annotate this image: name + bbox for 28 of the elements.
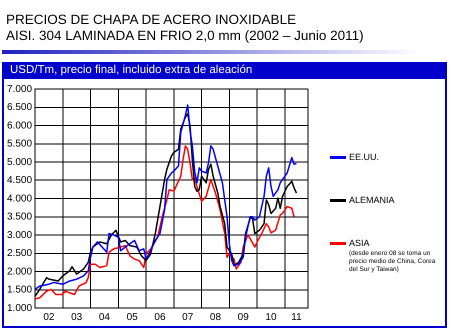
x-tick-label: 11: [291, 312, 302, 323]
legend-label: ALEMANIA: [349, 195, 395, 205]
x-tick-label: 07: [182, 312, 194, 323]
y-tick-label: 6.000: [6, 120, 32, 132]
y-tick-label: 5.500: [6, 138, 32, 150]
y-tick-label: 1.500: [6, 284, 32, 296]
y-tick-label: 4.000: [6, 193, 32, 204]
x-tick-label: 04: [98, 312, 110, 323]
y-tick-label: 3.000: [6, 230, 32, 241]
y-tick-label: 1.000: [6, 302, 32, 314]
y-tick-label: 3.500: [6, 212, 32, 222]
chart-title: PRECIOS DE CHAPA DE ACERO INOXIDABLE AISI. 304 LAMINADA EN FRIO 2,0 mm (2002 – Junio 2011): [6, 12, 364, 44]
x-tick-label: 10: [265, 312, 277, 323]
x-tick-label: 05: [126, 312, 138, 323]
x-tick-label: 06: [154, 312, 166, 323]
chart-subtitle: USD/Tm, precio final, incluido extra de aleación: [2, 62, 447, 79]
x-tick-label: 02: [43, 312, 55, 323]
y-tick-label: 7.000: [6, 84, 32, 95]
y-tick-label: 2.000: [6, 266, 32, 278]
y-tick-label: 6.500: [6, 102, 32, 113]
x-tick-label: 09: [238, 312, 250, 323]
legend-label: EE.UU.: [349, 152, 380, 162]
x-tick-label: 03: [71, 312, 83, 323]
y-tick-label: 4.500: [6, 175, 32, 186]
y-tick-label: 2.500: [6, 248, 32, 259]
legend-label: ASIA: [349, 238, 370, 248]
y-tick-label: 5.000: [6, 156, 32, 168]
x-tick-label: 08: [210, 312, 222, 323]
